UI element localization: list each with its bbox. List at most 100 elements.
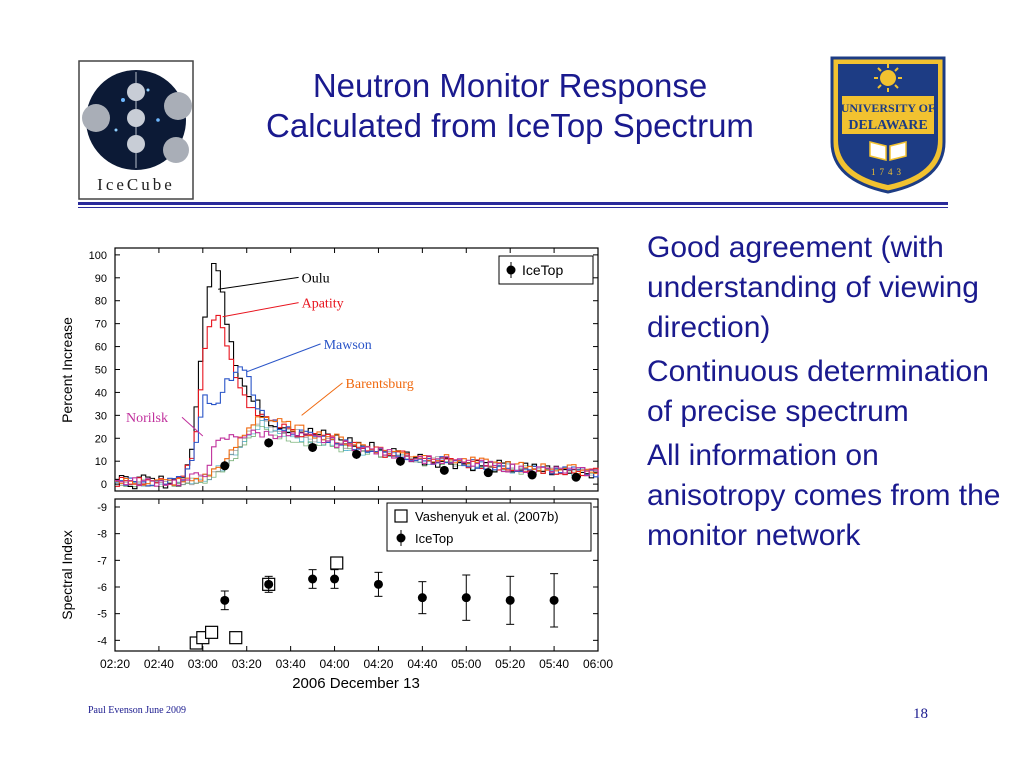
title-divider-thin [78,207,948,208]
vashenyuk-point [330,556,344,570]
x-tick-label: 03:20 [232,657,262,671]
y-tick-label: -6 [97,582,107,594]
icetop-point [571,472,581,482]
icetop-point [417,593,427,603]
icetop-point [549,595,559,605]
x-tick-label: 05:40 [539,657,569,671]
annotation-mawson: Mawson [324,338,372,353]
bullet-list: Good agreement (with understanding of vi… [647,228,1017,560]
spectral-index-points [189,556,559,650]
icetop-point [264,579,274,589]
annotation-arrow [222,302,299,318]
bullet-item: Continuous determination of precise spec… [647,355,989,428]
y-tick-label: -5 [97,609,107,621]
y-tick-label: 0 [101,479,107,491]
annotation-barentsburg: Barentsburg [346,377,414,392]
icetop-point [395,456,405,466]
x-tick-label: 02:20 [100,657,130,671]
vashenyuk-point [229,631,243,645]
y-tick-label: 20 [95,433,107,445]
spectral-index-x-ticks: 02:20 02:40 03:00 03:20 03:40 04:00 04:20 04:40… [100,499,613,671]
annotation-arrow [181,416,204,437]
y-tick-label: 30 [95,410,107,422]
spectral-index-y-ticks: -4 -5 -6 -7 -8 -9 [97,502,598,647]
spectral-index-y-label: Spectral Index [59,530,75,620]
ud-logo-line-1: UNIVERSITY OF [841,101,936,115]
page-number: 18 [913,706,928,722]
icetop-point [373,579,383,589]
y-tick-label: 80 [95,296,107,308]
time-axis-label: 2006 December 13 [292,675,420,692]
x-tick-label: 05:20 [495,657,525,671]
annotation-arrow [218,276,299,290]
icetop-point [505,595,515,605]
x-tick-label: 06:00 [583,657,613,671]
icetop-point [330,574,340,584]
sun-icon [874,64,902,92]
y-tick-label: -8 [97,529,107,541]
y-tick-label: 90 [95,273,107,285]
annotation-apatity: Apatity [302,297,344,312]
icecube-logo-text: IceCube [97,175,175,194]
y-tick-label: 60 [95,342,107,354]
x-tick-label: 03:40 [276,657,306,671]
slide-title-line-1: Neutron Monitor Response [312,67,708,104]
bullet-item: Good agreement (with understanding of vi… [647,231,979,344]
university-of-delaware-logo: UNIVERSITY OF DELAWARE 1743 [828,54,948,194]
legend-icetop-label: IceTop [522,262,563,278]
icetop-point [264,438,274,448]
x-tick-label: 05:00 [451,657,481,671]
bullet-item: All information on anisotropy comes from… [647,439,1001,552]
icetop-point [461,593,471,603]
percent-increase-legend: IceTop [498,255,594,285]
legend-vashenyuk-label: Vashenyuk et al. (2007b) [415,509,559,524]
y-tick-label: 50 [95,365,107,377]
y-tick-label: 70 [95,319,107,331]
icetop-point [527,470,537,480]
legend-vashenyuk-marker [394,509,408,523]
annotation-oulu: Oulu [302,271,330,286]
x-tick-label: 02:40 [144,657,174,671]
y-tick-label: 40 [95,387,107,399]
annotation-norilsk: Norilsk [126,411,168,426]
footer-author: Paul Evenson June 2009 [88,705,187,716]
percent-increase-y-label: Percent Increase [59,317,75,423]
icetop-point [220,461,230,471]
annotation-arrow [246,343,321,373]
y-tick-label: -4 [97,635,107,647]
spectral-index-legend: Vashenyuk et al. (2007b) IceTop [386,502,592,552]
x-tick-label: 04:40 [407,657,437,671]
icetop-point [483,468,493,478]
x-tick-label: 03:00 [188,657,218,671]
slide-title-line-2: Calculated from IceTop Spectrum [266,107,754,144]
book-icon [869,141,907,161]
y-tick-label: -9 [97,502,107,514]
ud-logo-line-2: DELAWARE [848,118,927,133]
icetop-point [308,574,318,584]
station-annotations: Oulu Apatity Mawson Barentsburg Norilsk [126,271,414,437]
y-tick-label: 100 [89,250,107,262]
icecube-logo: IceCube [78,60,194,200]
series-mawson [115,366,599,487]
slide-title: Neutron Monitor Response Calculated from… [190,66,830,146]
legend-box-2 [386,502,592,552]
icetop-point [308,442,318,452]
y-tick-label: -7 [97,555,107,567]
percent-increase-series-group [115,262,599,490]
y-tick-label: 10 [95,456,107,468]
percent-increase-y-ticks: 0 10 20 30 40 50 60 70 80 90 100 [89,250,598,491]
icetop-point [220,595,230,605]
spectral-index-chart: -4 -5 -6 -7 -8 -9 02:20 02:40 03:00 03:20 03:40 04… [59,498,613,692]
percent-increase-x-ticks [114,248,599,491]
icetop-percent-points [220,438,581,482]
icetop-point [352,449,361,459]
x-tick-label: 04:00 [320,657,350,671]
x-tick-label: 04:20 [363,657,393,671]
series-barentsburg [115,416,599,486]
annotation-arrow [301,382,343,416]
vashenyuk-point [205,625,219,639]
title-divider [78,202,948,205]
icetop-point [439,465,449,475]
